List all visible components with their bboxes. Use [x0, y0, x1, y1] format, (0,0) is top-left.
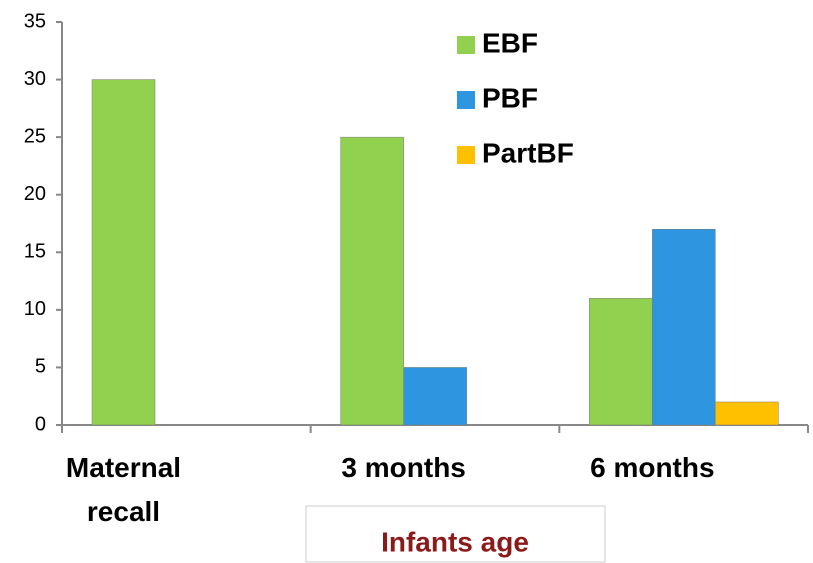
legend-label: PBF	[482, 82, 538, 113]
legend-swatch	[457, 91, 475, 109]
bar	[715, 401, 779, 426]
y-tick-label: 35	[24, 10, 46, 32]
legend-swatch	[457, 36, 475, 54]
y-tick-label: 30	[24, 68, 46, 90]
y-tick-label: 10	[24, 298, 46, 320]
legend-swatch	[457, 146, 475, 164]
bar	[652, 229, 716, 426]
y-tick-label: 5	[35, 356, 46, 378]
y-tick-label: 15	[24, 241, 46, 263]
legend-label: PartBF	[482, 137, 574, 168]
x-tick-label: 6 months	[590, 452, 715, 483]
y-tick-label: 0	[35, 413, 46, 435]
x-label-box	[305, 505, 606, 563]
bar	[340, 136, 404, 426]
x-tick-label: 3 months	[341, 452, 466, 483]
y-tick-label: 20	[24, 183, 46, 205]
bar	[589, 298, 653, 426]
bar	[403, 367, 467, 426]
x-axis-label: Infants age	[381, 526, 529, 557]
x-tick-label: Maternal recall	[65, 452, 182, 527]
legend-label: EBF	[482, 27, 538, 58]
y-tick-label: 25	[24, 125, 46, 147]
bar	[91, 79, 156, 426]
